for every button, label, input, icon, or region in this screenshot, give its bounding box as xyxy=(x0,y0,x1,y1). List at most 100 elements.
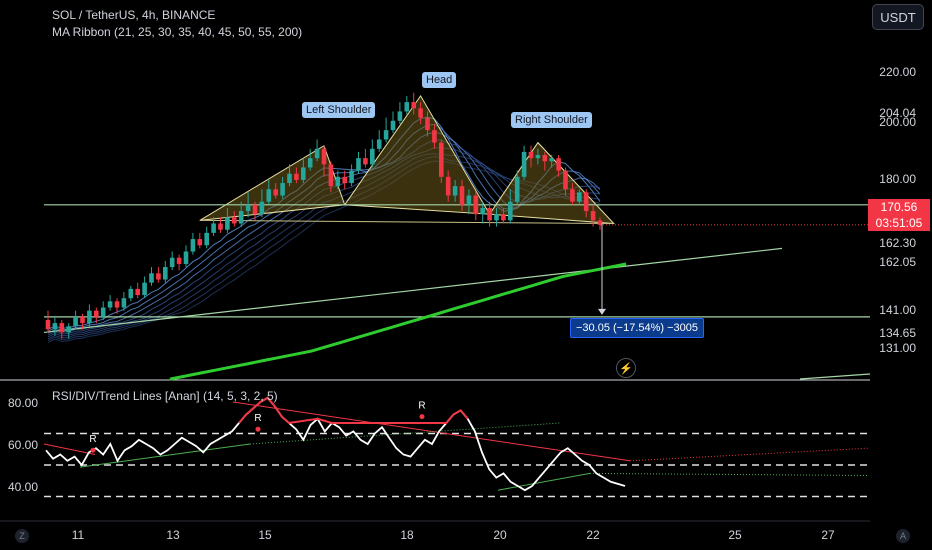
candle-body xyxy=(570,189,575,202)
candle-body xyxy=(52,323,58,330)
trendline-extension xyxy=(799,373,871,380)
measure-result-box[interactable]: −30.05 (−17.54%) −3005 xyxy=(570,318,705,338)
candle-body xyxy=(273,189,278,196)
candle-body xyxy=(445,176,451,196)
candle-body xyxy=(376,139,382,149)
candle-body xyxy=(356,158,361,171)
candle-body xyxy=(397,111,403,121)
price-tick-200: 200.00 xyxy=(879,115,916,129)
lightning-icon[interactable]: ⚡ xyxy=(616,358,636,378)
price-tick-162-05: 162.05 xyxy=(879,255,916,269)
candle-body xyxy=(314,148,320,159)
rsi-tick-80: 80.00 xyxy=(8,396,39,410)
candle-body xyxy=(238,211,244,224)
candle-body xyxy=(383,130,389,140)
candle-body xyxy=(328,164,334,187)
left-shoulder-label[interactable]: Left Shoulder xyxy=(302,102,376,118)
candle-body xyxy=(280,183,285,196)
candle-body xyxy=(583,192,589,212)
price-tick-204: 204.04 xyxy=(879,106,916,120)
price-tick-141: 141.00 xyxy=(879,303,916,317)
ma200-line xyxy=(169,262,627,381)
candle-body xyxy=(287,173,292,184)
candle-body xyxy=(307,158,313,168)
ma-ribbon-line xyxy=(47,160,601,343)
candle-body xyxy=(459,186,465,205)
candle-body xyxy=(321,148,327,165)
candle-body xyxy=(563,170,568,190)
rsi-trendline-red xyxy=(232,401,631,462)
ma-ribbon-legend[interactable]: MA Ribbon (21, 25, 30, 35, 40, 45, 50, 5… xyxy=(52,25,303,39)
rsi-divergence-dot xyxy=(419,414,425,420)
symbol-title[interactable]: SOL / TetherUS, 4h, BINANCE xyxy=(52,8,216,22)
candle-body xyxy=(142,282,147,296)
candle-body xyxy=(266,189,272,202)
candle-body xyxy=(183,251,189,264)
date-tick-22: 22 xyxy=(586,528,600,542)
rsi-divergence-marker: R xyxy=(418,401,425,412)
timezone-icon[interactable]: Z xyxy=(15,529,29,543)
rsi-trendline-green xyxy=(497,472,591,491)
right-shoulder-label[interactable]: Right Shoulder xyxy=(511,112,592,128)
candle-body xyxy=(87,310,92,324)
candle-body xyxy=(225,217,230,230)
date-tick-11: 11 xyxy=(71,528,85,542)
candle-body xyxy=(169,257,175,268)
candle-body xyxy=(218,223,223,230)
candle-body xyxy=(197,239,203,246)
candle-body xyxy=(335,176,341,187)
candle-body xyxy=(542,155,548,162)
candle-body xyxy=(100,307,106,317)
countdown-badge: 03:51:05 xyxy=(868,216,930,231)
candle-body xyxy=(190,239,196,252)
candle-body xyxy=(94,310,99,317)
candle-body xyxy=(245,204,251,212)
candle-body xyxy=(204,232,209,246)
candle-body xyxy=(494,214,499,221)
candle-body xyxy=(176,257,182,264)
candle-body xyxy=(301,167,306,180)
auto-scale-icon[interactable]: A xyxy=(896,529,910,543)
candle-body xyxy=(211,223,216,233)
candle-body xyxy=(370,148,375,165)
candle-body xyxy=(66,326,71,333)
candle-body xyxy=(149,273,154,283)
candle-body xyxy=(528,151,534,159)
rsi-trendline-red-ext xyxy=(629,447,869,462)
rsi-trendline-green-ext xyxy=(589,472,869,476)
candle-body xyxy=(535,155,541,159)
head-label[interactable]: Head xyxy=(422,72,457,88)
date-tick-20: 20 xyxy=(493,528,507,542)
candle-body xyxy=(487,207,492,221)
last-price-badge: 170.56 xyxy=(868,199,930,216)
rsi-indicator-title[interactable]: RSI/DIV/Trend Lines [Anan] (14, 5, 3, 2,… xyxy=(52,389,278,403)
currency-button[interactable]: USDT xyxy=(872,4,924,30)
date-tick-13: 13 xyxy=(166,528,180,542)
candle-body xyxy=(390,120,396,131)
rsi-tick-40: 40.00 xyxy=(8,480,39,494)
date-tick-25: 25 xyxy=(728,528,742,542)
candle-body xyxy=(577,192,582,202)
candle-body xyxy=(466,195,472,205)
candle-body xyxy=(549,158,554,162)
candle-body xyxy=(342,176,347,184)
price-tick-220: 220.00 xyxy=(879,65,916,79)
candle-body xyxy=(425,117,430,131)
rsi-overbought-segment xyxy=(238,396,469,425)
pattern-triangle xyxy=(343,94,491,215)
candle-body xyxy=(128,288,134,299)
candle-body xyxy=(163,267,168,280)
candle-body xyxy=(45,319,51,330)
pattern-triangle xyxy=(488,141,616,225)
candle-body xyxy=(597,220,603,225)
candle-body xyxy=(252,204,258,215)
candle-body xyxy=(514,176,520,202)
candle-body xyxy=(121,298,127,308)
candle-body xyxy=(73,316,78,327)
candle-body xyxy=(349,170,354,184)
candle-body xyxy=(135,288,140,296)
candle-body xyxy=(480,207,485,215)
candle-body xyxy=(521,151,527,177)
rsi-divergence-dot xyxy=(255,426,261,432)
